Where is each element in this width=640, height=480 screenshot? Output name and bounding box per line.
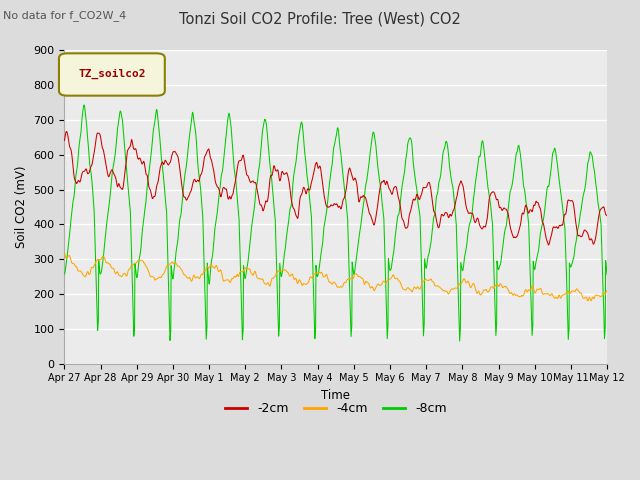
Text: TZ_soilco2: TZ_soilco2 <box>79 69 146 79</box>
X-axis label: Time: Time <box>321 389 350 402</box>
Text: No data for f_CO2W_4: No data for f_CO2W_4 <box>3 11 127 22</box>
Text: Tonzi Soil CO2 Profile: Tree (West) CO2: Tonzi Soil CO2 Profile: Tree (West) CO2 <box>179 12 461 27</box>
Legend: -2cm, -4cm, -8cm: -2cm, -4cm, -8cm <box>220 397 452 420</box>
Y-axis label: Soil CO2 (mV): Soil CO2 (mV) <box>15 166 28 248</box>
FancyBboxPatch shape <box>59 53 165 96</box>
